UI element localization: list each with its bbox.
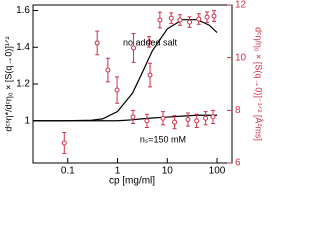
point	[172, 119, 178, 125]
line	[33, 19, 218, 122]
y-axis-label: dᶜˢη*/dᶜη₀ × [S(q→0)]¹ᐟ²	[3, 36, 13, 131]
point	[185, 117, 191, 123]
point	[168, 15, 174, 21]
point	[160, 115, 166, 121]
y2-tick-label: 10	[235, 52, 247, 63]
point	[210, 114, 216, 120]
y2-tick-label: 6	[235, 158, 241, 169]
point	[94, 40, 100, 46]
point	[144, 118, 150, 124]
x-tick-label: 100	[209, 166, 226, 177]
point	[147, 72, 153, 78]
y2-tick-label: 8	[235, 105, 241, 116]
y-tick-label: 1.4	[16, 42, 30, 53]
point	[187, 19, 193, 25]
point	[194, 118, 200, 124]
point	[211, 13, 217, 19]
y-tick-label: 1.6	[16, 5, 30, 16]
y2-tick-label: 12	[235, 0, 247, 11]
y-tick-label: 1.2	[16, 79, 30, 90]
point	[203, 115, 209, 121]
y2-axis-label: dᶜη/η₀ × [S(q→0)]⁻¹ᐟ² [Å²ms]	[254, 27, 264, 141]
series-label: no added salt	[123, 37, 178, 47]
x-axis-label: cp [mg/ml]	[109, 176, 155, 187]
x-tick-label: 0.1	[61, 166, 75, 177]
point	[196, 16, 202, 22]
point	[61, 140, 67, 146]
x-tick-label: 1	[115, 166, 121, 177]
point	[105, 67, 111, 73]
point	[130, 114, 136, 120]
point	[146, 39, 152, 45]
chart: cp [mg/ml] dᶜˢη*/dᶜη₀ × [S(q→0)]¹ᐟ² dᶜη/…	[3, 0, 264, 187]
plot-frame	[32, 4, 233, 164]
x-tick-label: 10	[162, 166, 174, 177]
y-tick-label: 1	[24, 115, 30, 126]
point	[204, 14, 210, 20]
series-label: nₛ=150 mM	[140, 134, 186, 144]
line	[33, 114, 218, 122]
point	[114, 87, 120, 93]
point	[131, 45, 137, 51]
point	[177, 17, 183, 23]
point	[157, 17, 163, 23]
